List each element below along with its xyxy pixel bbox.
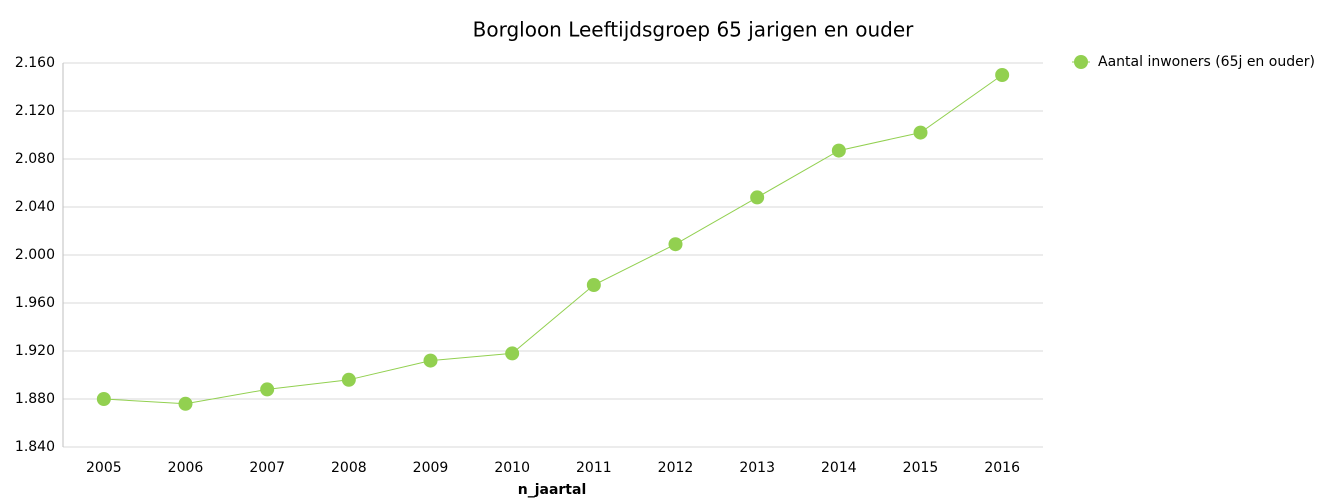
y-tick-label: 1.840 — [15, 439, 55, 455]
y-tick-label: 2.040 — [15, 199, 55, 215]
x-tick-label: 2016 — [984, 460, 1020, 476]
data-point — [586, 278, 601, 292]
series-line — [103, 74, 1003, 405]
data-point — [423, 353, 438, 368]
legend-label: Aantal inwoners (65j en ouder) — [1098, 54, 1315, 70]
x-tick-label: 2011 — [576, 460, 612, 476]
y-tick-label: 2.000 — [15, 247, 55, 263]
x-tick-label: 2013 — [739, 460, 775, 476]
x-tick-label: 2014 — [821, 460, 857, 476]
data-point — [668, 237, 683, 252]
legend-marker — [1074, 55, 1088, 69]
data-point — [96, 392, 111, 406]
y-tick-label: 1.880 — [15, 391, 55, 407]
x-tick-label: 2010 — [494, 460, 530, 476]
x-tick-label: 2007 — [249, 460, 285, 476]
data-point — [831, 143, 846, 158]
x-axis-label: n_jaartal — [518, 482, 587, 498]
y-tick-label: 2.120 — [15, 103, 55, 119]
data-point — [995, 68, 1010, 82]
data-point — [178, 396, 193, 411]
data-point — [913, 125, 928, 140]
x-tick-label: 2012 — [658, 460, 694, 476]
data-point — [260, 382, 275, 397]
chart-title: Borgloon Leeftijdsgroep 65 jarigen en ou… — [473, 18, 915, 42]
y-tick-label: 2.160 — [15, 55, 55, 71]
data-point — [341, 372, 356, 387]
x-tick-label: 2005 — [86, 460, 122, 476]
x-tick-label: 2006 — [168, 460, 204, 476]
y-tick-label: 2.080 — [15, 151, 55, 167]
y-tick-label: 1.920 — [15, 343, 55, 359]
x-tick-label: 2009 — [413, 460, 449, 476]
data-point — [750, 190, 765, 205]
x-tick-label: 2008 — [331, 460, 367, 476]
y-tick-label: 1.960 — [15, 295, 55, 311]
data-point — [505, 346, 520, 361]
x-tick-label: 2015 — [903, 460, 939, 476]
